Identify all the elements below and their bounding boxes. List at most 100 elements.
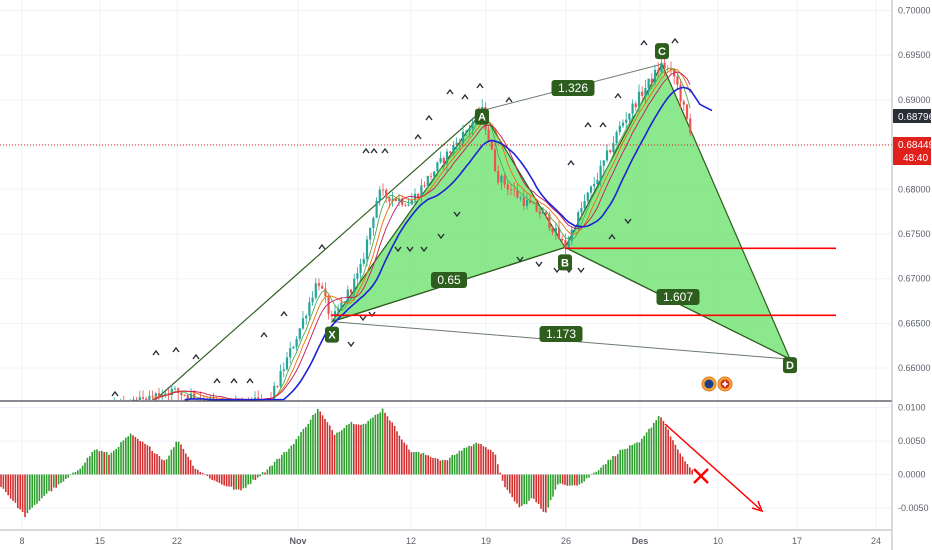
event-icons[interactable]: [701, 376, 733, 392]
histogram-bar: [110, 452, 113, 475]
histogram-bar: [197, 469, 199, 475]
candle-body: [596, 179, 599, 184]
price-tick-label-8: 0.66000: [898, 363, 931, 373]
histogram-bar: [396, 431, 398, 475]
time-tick-label-9: 17: [792, 536, 802, 546]
alert-price-tag: 0.68449 48:40: [893, 137, 932, 165]
histogram-bar: [326, 422, 329, 475]
fractal-up-marker: [246, 377, 254, 384]
candle-body: [145, 398, 148, 400]
ratio-label-box-3: [539, 326, 583, 342]
candle-body: [273, 386, 276, 400]
fractal-up-marker: [230, 377, 238, 384]
point-label-X: X: [328, 330, 336, 342]
candlesticks: [113, 56, 692, 401]
candle-body: [141, 397, 145, 399]
point-label-B: B: [561, 257, 569, 269]
candle-body: [618, 125, 621, 133]
fractal-up-marker: [425, 114, 433, 121]
histogram-bar: [465, 447, 468, 475]
histogram-bar: [521, 474, 523, 506]
candle-body: [202, 399, 205, 401]
histogram-bar: [317, 408, 319, 475]
histogram-bar: [624, 449, 626, 475]
candle-body: [468, 128, 471, 131]
histogram-bar: [559, 474, 561, 484]
histogram-bar: [549, 474, 552, 501]
histogram-bar: [381, 408, 384, 475]
histogram-bar: [261, 472, 264, 475]
histogram-bar: [511, 474, 513, 498]
histogram-bar: [158, 456, 161, 475]
price-tick-label-0: 0.70000: [898, 6, 931, 16]
oscillator-axis[interactable]: 0.0100 0.0050 0.0000 -0.0050: [898, 403, 929, 514]
candle-body: [183, 395, 186, 396]
candle-body: [657, 69, 660, 72]
histogram-bar: [667, 429, 669, 475]
candle-body: [500, 175, 503, 183]
histogram-bar: [415, 452, 417, 475]
histogram-bar: [53, 474, 55, 488]
fractal-down-marker: [577, 267, 585, 274]
histogram-bar: [187, 456, 189, 475]
histogram-bar: [566, 474, 569, 486]
candle-body: [583, 200, 586, 209]
histogram-bar: [506, 474, 509, 490]
histogram-bar: [614, 456, 617, 475]
candle-body: [599, 165, 602, 180]
candle-body: [330, 314, 333, 317]
candle-body: [465, 130, 468, 132]
histogram-bar: [350, 421, 353, 475]
histogram-bar: [283, 452, 285, 475]
histogram-bar: [300, 431, 302, 475]
histogram-bar: [425, 454, 427, 475]
candle-body: [557, 227, 561, 239]
histogram-bar: [204, 474, 206, 475]
candle-body: [625, 119, 628, 123]
osc-tick-label-1: 0.0050: [898, 436, 926, 446]
candle-body: [362, 259, 365, 264]
histogram-bar: [427, 455, 429, 475]
time-axis[interactable]: 8 15 22 Nov 12 19 26 Des 10 17 24: [19, 536, 881, 546]
candle-body: [551, 228, 554, 233]
histogram-bar: [67, 474, 69, 478]
fractal-up-marker: [192, 353, 200, 360]
histogram-bar: [336, 432, 338, 475]
histogram-bar: [554, 474, 557, 490]
candle-body: [279, 370, 282, 387]
histogram-bar: [674, 444, 677, 475]
moving-average-fast: [152, 67, 691, 401]
histogram-bar: [60, 474, 62, 484]
price-tick-label-1: 0.69500: [898, 50, 931, 60]
histogram-bar: [535, 474, 537, 503]
fractal-up-marker: [584, 121, 592, 128]
candle-body: [317, 283, 321, 286]
candle-body: [173, 388, 177, 390]
candle-body: [276, 386, 279, 387]
histogram-bar: [7, 474, 9, 496]
candle-body: [519, 197, 522, 199]
histogram-bar: [269, 466, 271, 475]
histogram-bar: [194, 468, 197, 475]
histogram-bar: [36, 474, 38, 504]
histogram-bar: [331, 430, 333, 475]
histogram-bar: [165, 459, 168, 475]
histogram-bar: [600, 467, 602, 475]
candle-body: [423, 185, 426, 187]
candle-body: [327, 296, 330, 315]
price-axis[interactable]: 0.700000.695000.690000.685000.680000.675…: [898, 6, 931, 374]
histogram-bar: [161, 459, 163, 475]
histogram-bar: [168, 455, 170, 475]
point-label-box-D: [783, 357, 797, 374]
histogram-bar: [228, 474, 230, 487]
candle-body: [602, 160, 605, 166]
candle-body: [615, 132, 618, 144]
histogram-bar: [456, 453, 458, 475]
histogram-bar: [576, 474, 578, 486]
fractal-up-marker: [567, 159, 575, 166]
histogram-bar: [379, 412, 381, 475]
candle-body: [257, 397, 260, 400]
histogram-bar: [235, 474, 237, 490]
histogram-bar: [50, 474, 53, 492]
